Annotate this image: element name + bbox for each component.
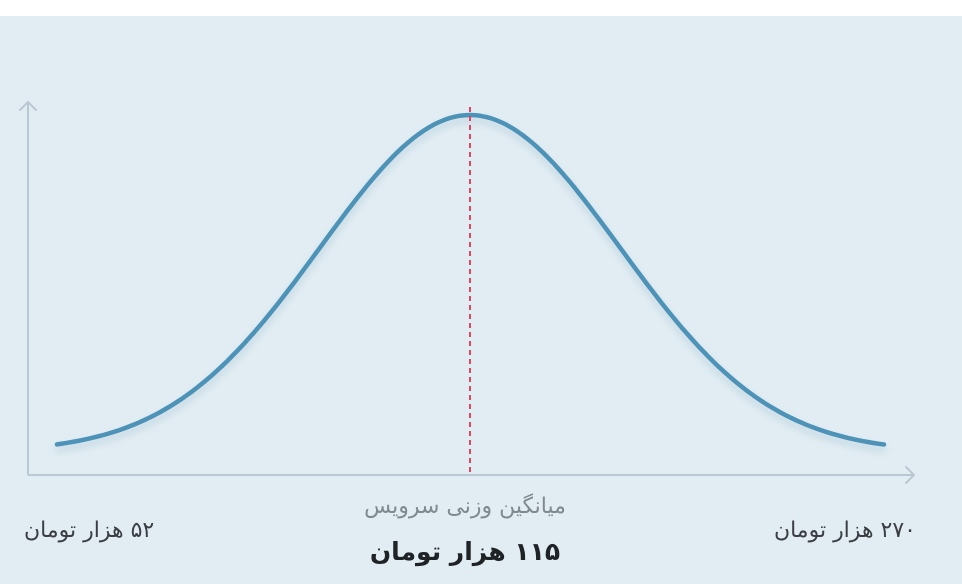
chart-panel [0, 16, 962, 584]
y-axis-arrow-icon [19, 101, 37, 111]
x-axis-arrow-icon [905, 466, 915, 484]
top-bar [0, 0, 962, 16]
mean-value-label: ۱۱۵ هزار تومان [369, 537, 561, 566]
mean-caption: میانگین وزنی سرویس [364, 494, 566, 519]
distribution-curve [54, 112, 887, 447]
max-price-label: ۲۷۰ هزار تومان [773, 518, 916, 543]
min-price-label: ۵۲ هزار تومان [24, 518, 155, 543]
